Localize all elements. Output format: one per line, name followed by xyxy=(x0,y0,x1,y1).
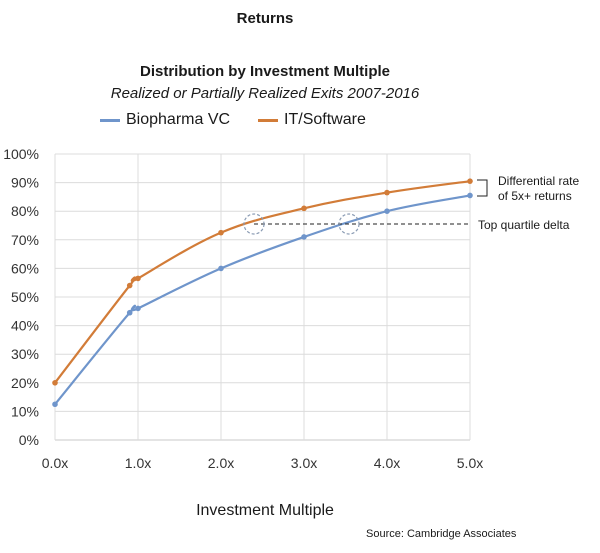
source-note: Source: Cambridge Associates xyxy=(366,528,517,540)
legend-item-it-software: IT/Software xyxy=(258,111,366,129)
y-tick-label: 90% xyxy=(11,175,39,191)
y-tick-label: 100% xyxy=(3,146,39,162)
y-tick-label: 80% xyxy=(11,203,39,219)
top-quartile-label: Top quartile delta xyxy=(478,218,570,232)
data-point xyxy=(135,275,141,282)
y-tick-label: 70% xyxy=(11,232,39,248)
data-point xyxy=(135,305,141,312)
x-tick-label: 2.0x xyxy=(208,455,234,471)
x-tick-label: 3.0x xyxy=(291,455,317,471)
data-point xyxy=(467,178,473,184)
x-axis-ticks: 0.0x 1.0x 2.0x 3.0x 4.0x 5.0x xyxy=(42,455,483,471)
legend-label: IT/Software xyxy=(284,111,366,128)
y-tick-label: 30% xyxy=(11,346,39,362)
y-tick-label: 10% xyxy=(11,403,39,419)
y-tick-label: 50% xyxy=(11,289,39,305)
data-point xyxy=(301,205,307,212)
differential-bracket xyxy=(477,179,488,197)
data-point xyxy=(126,282,133,289)
y-tick-label: 20% xyxy=(11,375,39,391)
chart-legend: Biopharma VC IT/Software xyxy=(100,111,366,129)
data-point xyxy=(218,229,224,236)
legend-label: Biopharma VC xyxy=(126,111,231,128)
chart-subtitle: Realized or Partially Realized Exits 200… xyxy=(110,85,420,102)
data-point xyxy=(384,189,390,196)
x-tick-label: 5.0x xyxy=(457,455,483,471)
chart-title: Distribution by Investment Multiple xyxy=(139,63,390,80)
data-point xyxy=(384,208,390,214)
data-point xyxy=(52,380,58,386)
x-tick-label: 0.0x xyxy=(42,455,68,471)
top-quartile-circle-bio xyxy=(338,213,360,235)
data-point xyxy=(218,265,224,272)
gridlines xyxy=(54,153,471,441)
x-tick-label: 4.0x xyxy=(374,455,400,471)
data-point xyxy=(52,401,58,408)
legend-swatch-biopharma xyxy=(100,118,120,122)
y-axis-ticks: 0% 10% 20% 30% 40% 50% 60% 70% 80% 90% 100% xyxy=(3,146,39,448)
top-quartile-circle-it xyxy=(243,213,265,235)
differential-label-line1: Differential rate xyxy=(498,174,579,188)
x-axis-title: Investment Multiple xyxy=(196,502,334,519)
data-point xyxy=(467,192,473,199)
page-title: Returns xyxy=(236,10,294,27)
legend-item-biopharma: Biopharma VC xyxy=(100,111,230,129)
y-tick-label: 0% xyxy=(19,432,39,448)
annotations: Differential rate of 5x+ returns Top qua… xyxy=(243,174,579,235)
differential-label-line2: of 5x+ returns xyxy=(498,189,572,203)
y-tick-label: 40% xyxy=(11,318,39,334)
data-point xyxy=(126,309,133,316)
y-tick-label: 60% xyxy=(11,260,39,276)
legend-swatch-it-software xyxy=(258,118,279,122)
data-point xyxy=(301,234,307,240)
series-lines xyxy=(52,178,473,408)
x-tick-label: 1.0x xyxy=(125,455,151,471)
